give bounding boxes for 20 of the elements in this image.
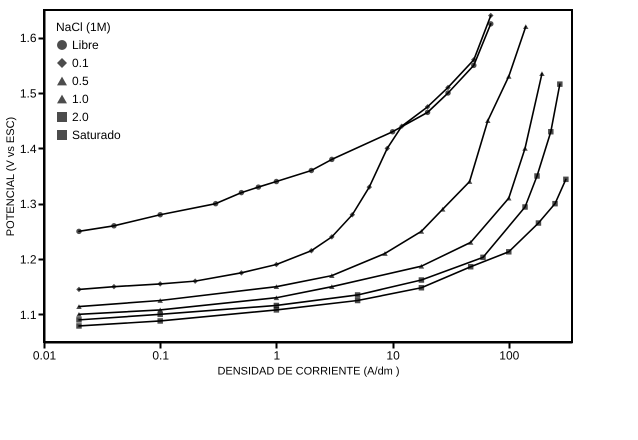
legend-label: 0.1 — [72, 56, 90, 70]
y-tick-label: 1.6 — [20, 31, 37, 46]
y-tick-label: 1.3 — [20, 197, 37, 212]
legend-label: 1.0 — [72, 92, 90, 106]
legend-label: 0.5 — [72, 74, 90, 88]
legend-label: 2.0 — [72, 110, 90, 124]
x-tick-label: 0.01 — [32, 348, 56, 362]
legend-label: Libre — [72, 38, 100, 52]
legend-label: Saturado — [72, 128, 122, 142]
y-tick-label: 1.2 — [20, 252, 37, 266]
y-tick-label: 1.1 — [20, 308, 37, 322]
y-axis-title: POTENCIAL (V vs ESC) — [4, 116, 17, 236]
y-tick-label: 1.4 — [20, 142, 37, 156]
x-axis-title: DENSIDAD DE CORRIENTE (A/dm ) — [217, 366, 400, 378]
x-tick-label: 1 — [274, 348, 281, 362]
y-tick-label: 1.5 — [20, 86, 37, 100]
x-tick-label: 10 — [386, 348, 400, 362]
x-tick-label: 0.1 — [152, 348, 170, 362]
x-tick-label: 100 — [499, 348, 520, 362]
legend-title: NaCl (1M) — [56, 20, 111, 34]
